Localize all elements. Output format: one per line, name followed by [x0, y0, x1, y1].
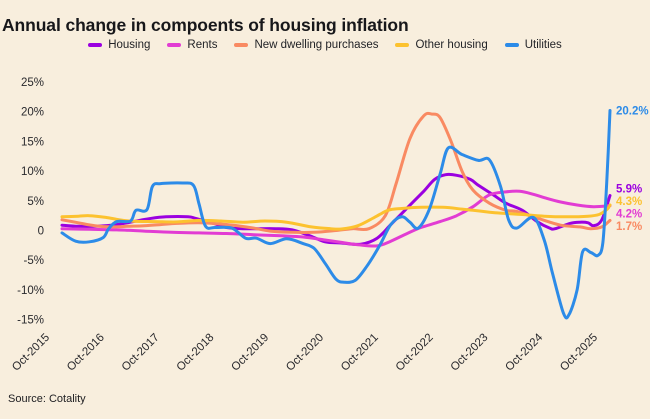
end-label-housing: 5.9%	[616, 183, 642, 195]
legend-item-new-dwelling-purchases: New dwelling purchases	[234, 39, 378, 51]
x-tick-label: Oct-2025	[558, 332, 600, 374]
x-tick-label: Oct-2019	[229, 332, 271, 374]
end-label-rents: 4.2%	[616, 208, 642, 220]
chart-title: Annual change in compoents of housing in…	[2, 14, 409, 35]
series-line-utilities	[60, 109, 612, 320]
legend-label: Housing	[108, 39, 151, 51]
x-tick-label: Oct-2022	[394, 332, 436, 374]
y-tick-label: -10%	[17, 285, 44, 297]
x-tick-label: Oct-2021	[339, 332, 381, 374]
y-tick-label: -5%	[24, 255, 44, 267]
x-tick-label: Oct-2018	[175, 332, 217, 374]
y-tick-label: 5%	[27, 196, 44, 208]
y-tick-label: 10%	[21, 166, 44, 178]
x-tick-label: Oct-2015	[10, 332, 52, 374]
legend-item-housing: Housing	[88, 39, 150, 51]
legend-label: Rents	[187, 39, 218, 51]
x-tick-label: Oct-2017	[120, 332, 162, 374]
legend-label: New dwelling purchases	[254, 39, 379, 51]
chart-legend: Housing Rents New dwelling purchases Other …	[0, 39, 650, 51]
y-tick-label: 15%	[21, 136, 44, 148]
x-tick-label: Oct-2023	[449, 332, 491, 374]
legend-label: Other housing	[415, 39, 488, 51]
legend-swatch-rents	[167, 43, 182, 47]
end-label-other-housing: 4.3%	[616, 196, 642, 208]
legend-item-other-housing: Other housing	[395, 39, 488, 51]
series-line-other-housing	[60, 203, 612, 231]
y-tick-label: -15%	[17, 315, 44, 327]
legend-swatch-new-dwelling-purchases	[234, 43, 249, 47]
x-tick-label: Oct-2020	[284, 332, 326, 374]
x-tick-label: Oct-2024	[503, 331, 545, 373]
legend-swatch-utilities	[504, 43, 519, 47]
legend-swatch-housing	[88, 43, 103, 47]
source-caption: Source: Cotality	[8, 393, 86, 405]
end-label-new-dwelling-purchases: 1.7%	[616, 221, 642, 233]
y-tick-label: 20%	[21, 107, 44, 119]
legend-swatch-other-housing	[395, 43, 410, 47]
legend-item-utilities: Utilities	[504, 39, 562, 51]
series-line-new-dwelling-purchases	[60, 111, 612, 234]
series-line-housing	[60, 172, 612, 246]
legend-item-rents: Rents	[167, 39, 217, 51]
y-tick-label: 0	[38, 226, 44, 238]
legend-label: Utilities	[524, 39, 562, 51]
series-line-rents	[60, 189, 612, 248]
y-tick-label: 25%	[21, 77, 44, 89]
end-label-utilities: 20.2%	[616, 106, 649, 118]
x-tick-label: Oct-2016	[65, 332, 107, 374]
